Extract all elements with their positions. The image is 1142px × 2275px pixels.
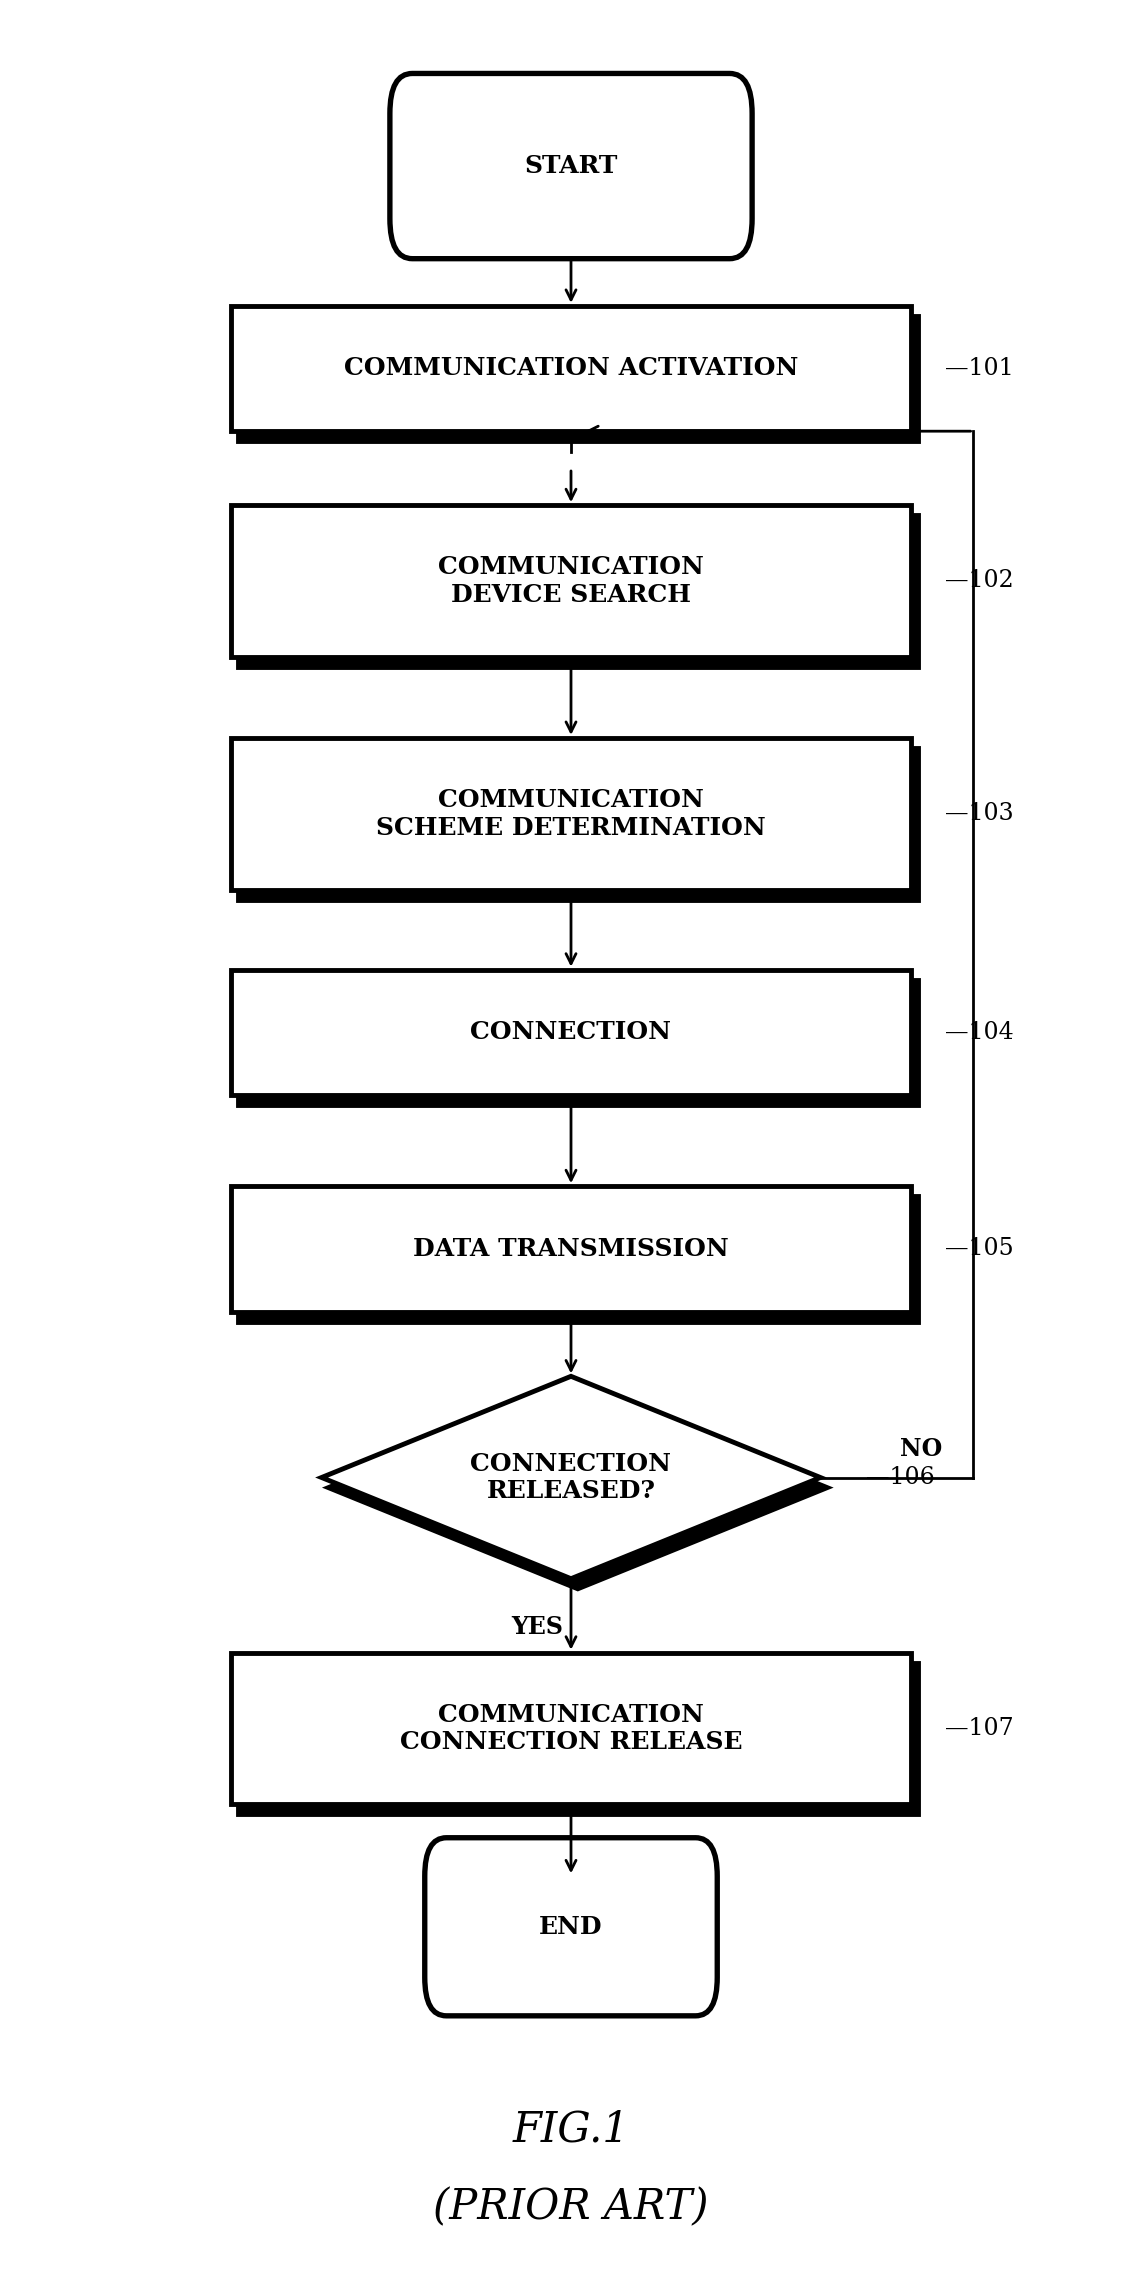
Text: —104: —104 [946, 1021, 1014, 1044]
Polygon shape [329, 1385, 827, 1588]
Bar [231, 505, 911, 657]
Bar [231, 737, 911, 890]
Bar [231, 1652, 911, 1804]
Text: —101: —101 [946, 357, 1014, 380]
Text: FIG.1: FIG.1 [513, 2109, 629, 2150]
Text: YES: YES [512, 1615, 563, 1638]
Polygon shape [322, 1376, 820, 1579]
Text: —106: —106 [866, 1465, 934, 1490]
Bar [238, 1197, 918, 1322]
Bar [238, 316, 918, 441]
Text: COMMUNICATION
SCHEME DETERMINATION: COMMUNICATION SCHEME DETERMINATION [376, 787, 766, 839]
Bar [238, 981, 918, 1106]
Bar [231, 969, 911, 1094]
Bar [231, 305, 911, 432]
Text: COMMUNICATION
DEVICE SEARCH: COMMUNICATION DEVICE SEARCH [439, 555, 703, 607]
Text: CONNECTION: CONNECTION [471, 1019, 671, 1044]
Text: END: END [539, 1916, 603, 1938]
Text: DATA TRANSMISSION: DATA TRANSMISSION [413, 1238, 729, 1260]
Text: —102: —102 [946, 569, 1014, 592]
Bar [238, 748, 918, 899]
Text: CONNECTION
RELEASED?: CONNECTION RELEASED? [471, 1451, 671, 1504]
Bar [231, 1185, 911, 1313]
Text: —107: —107 [946, 1718, 1014, 1740]
FancyBboxPatch shape [425, 1838, 717, 2016]
Text: COMMUNICATION ACTIVATION: COMMUNICATION ACTIVATION [344, 357, 798, 380]
Text: COMMUNICATION
CONNECTION RELEASE: COMMUNICATION CONNECTION RELEASE [400, 1702, 742, 1754]
Text: —105: —105 [946, 1238, 1014, 1260]
Text: START: START [524, 155, 618, 177]
Text: —103: —103 [946, 803, 1014, 826]
Bar [238, 1663, 918, 1815]
Bar [238, 514, 918, 667]
Text: NO: NO [900, 1438, 942, 1461]
FancyBboxPatch shape [389, 73, 753, 259]
Text: (PRIOR ART): (PRIOR ART) [433, 2186, 709, 2227]
